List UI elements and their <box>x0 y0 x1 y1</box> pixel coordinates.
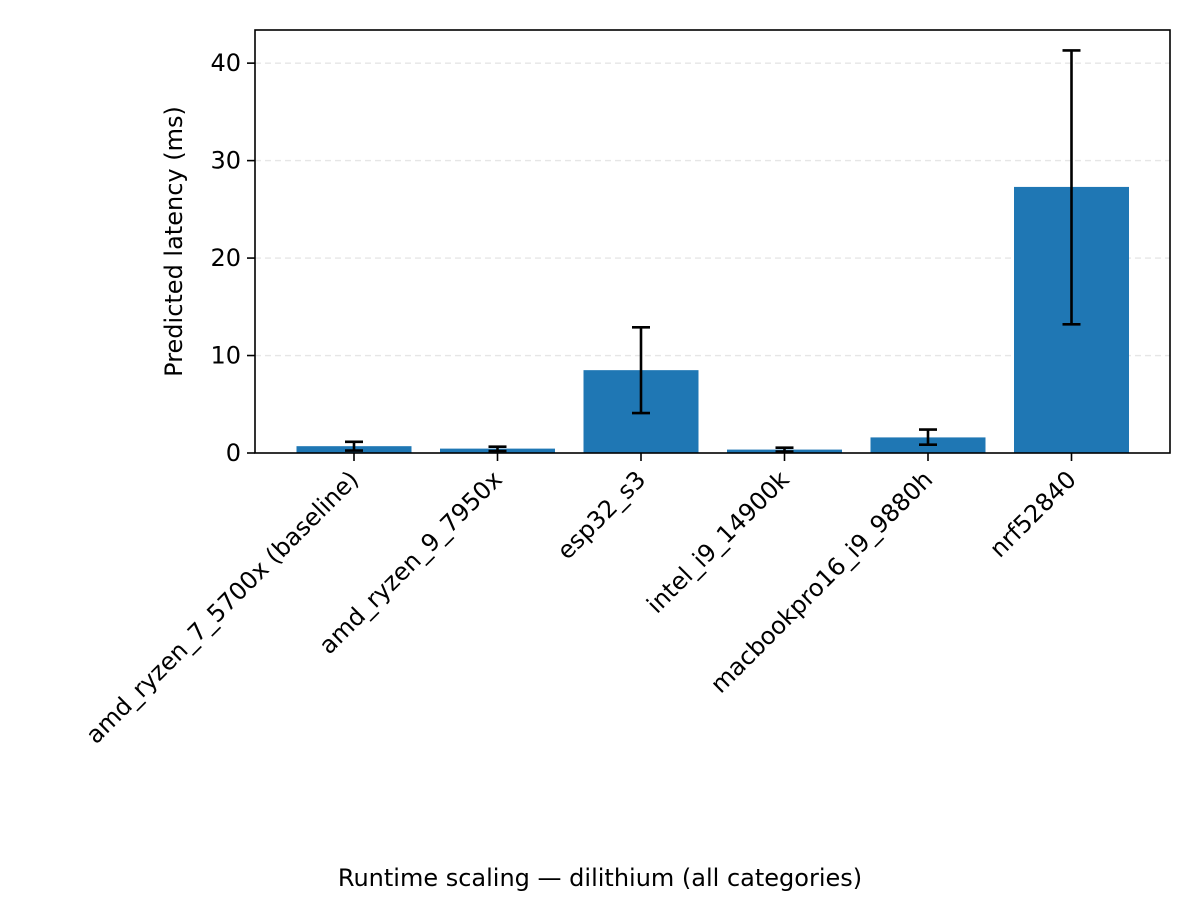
x-tick-label: esp32_s3 <box>552 465 652 565</box>
x-tick-label: nrf52840 <box>984 465 1081 562</box>
y-tick-label: 30 <box>210 147 241 175</box>
x-tick-label: intel_i9_14900k <box>641 465 794 618</box>
y-tick-label: 10 <box>210 342 241 370</box>
y-tick-label: 20 <box>210 244 241 272</box>
bars <box>296 186 1129 453</box>
y-tick-label: 0 <box>226 439 241 467</box>
x-axis-ticks: amd_ryzen_7_5700x (baseline)amd_ryzen_9_… <box>80 453 1082 749</box>
y-axis-label: Predicted latency (ms) <box>160 106 188 377</box>
y-tick-label: 40 <box>210 49 241 77</box>
error-bars <box>345 49 1081 453</box>
x-axis-label: Runtime scaling — dilithium (all categor… <box>337 864 863 892</box>
plot-area-frame <box>254 29 1171 454</box>
x-tick-label: amd_ryzen_7_5700x (baseline) <box>80 465 364 749</box>
y-axis-ticks: 0 10 20 30 40 <box>210 49 255 467</box>
